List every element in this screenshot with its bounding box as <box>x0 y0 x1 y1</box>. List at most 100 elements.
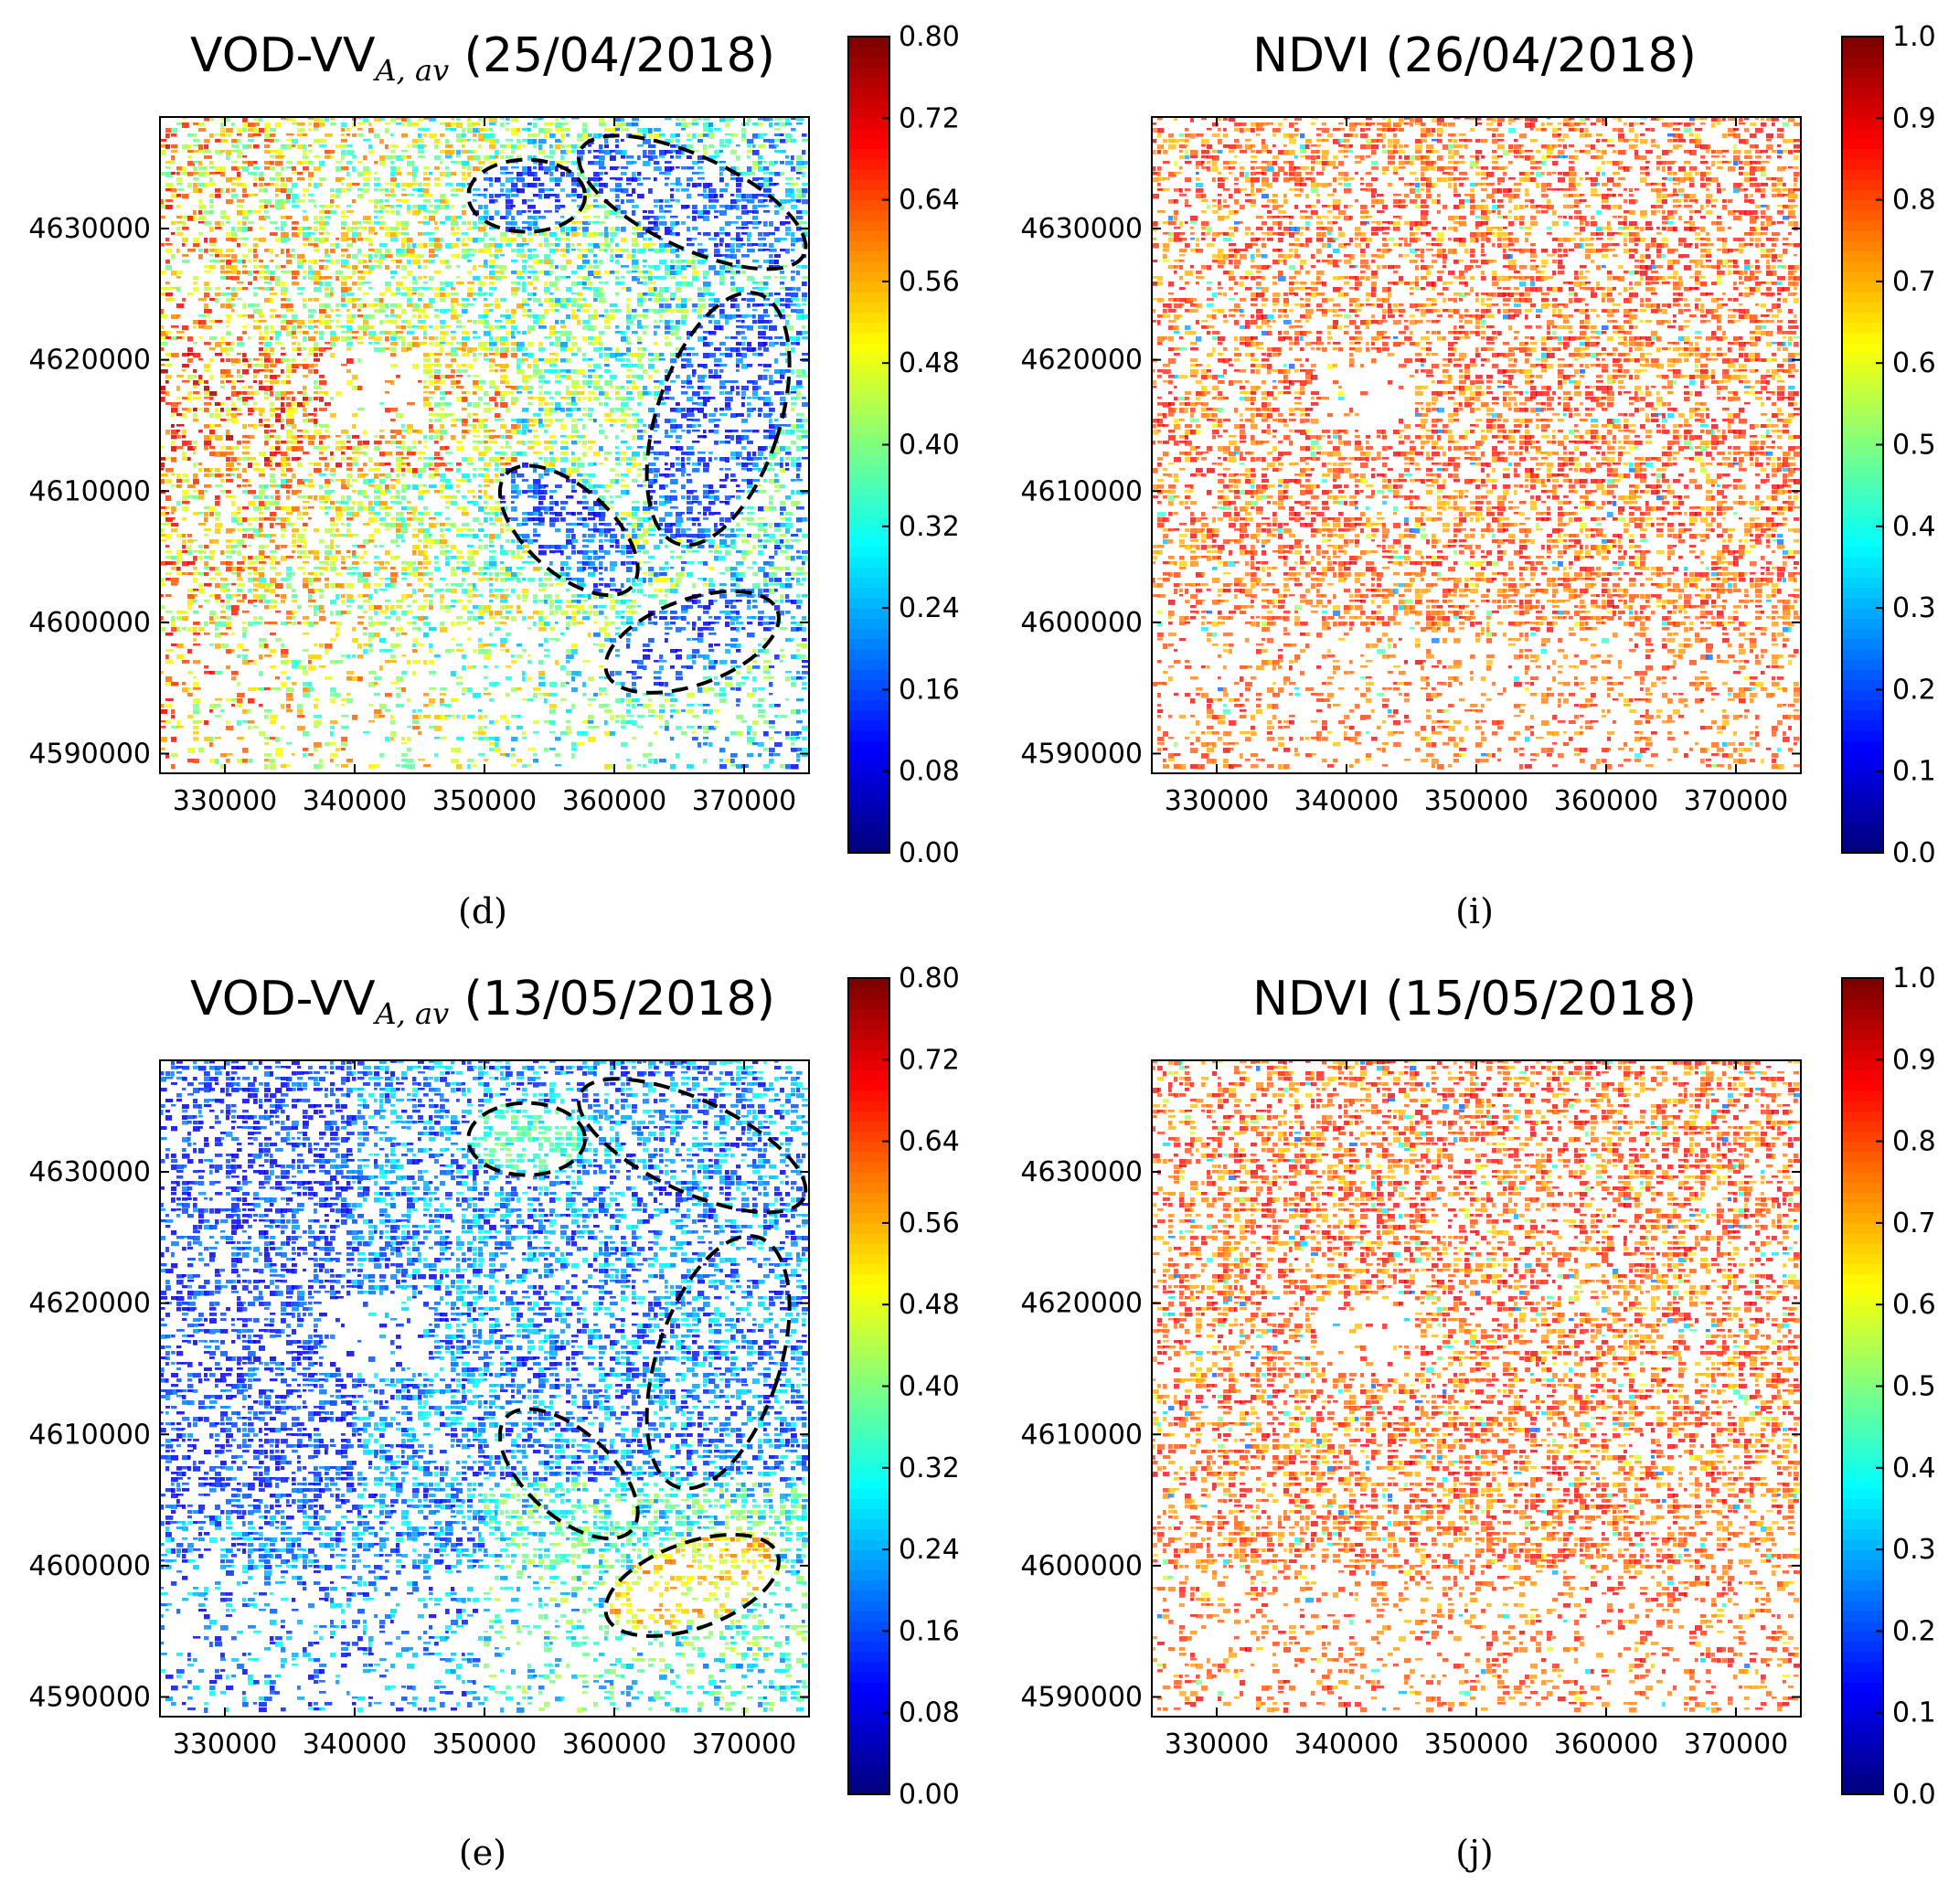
map-pixel <box>292 139 298 144</box>
map-pixel <box>599 150 605 154</box>
map-pixel <box>242 166 249 172</box>
map-pixel <box>697 139 703 143</box>
map-pixel <box>615 166 620 168</box>
map-pixel <box>270 183 274 186</box>
map-pixel <box>593 199 598 202</box>
map-pixel <box>758 161 762 165</box>
map-pixel <box>242 216 249 220</box>
map-pixel <box>352 238 357 243</box>
map-pixel <box>763 133 767 135</box>
map-pixel <box>423 172 428 176</box>
map-pixel <box>286 161 293 164</box>
map-pixel <box>697 210 704 216</box>
map-pixel <box>637 172 641 176</box>
map-pixel <box>357 238 363 241</box>
map-pixel <box>632 161 637 164</box>
map-pixel <box>522 199 527 205</box>
map-pixel <box>368 150 374 154</box>
map-pixel <box>253 177 258 181</box>
map-pixel <box>560 227 565 232</box>
map-pixel <box>264 216 270 219</box>
map-pixel <box>325 238 329 242</box>
map-pixel <box>632 122 638 126</box>
map-pixel <box>473 150 477 153</box>
map-pixel <box>226 216 229 220</box>
map-pixel <box>577 232 580 236</box>
map-pixel <box>209 238 217 243</box>
map-pixel <box>538 139 547 144</box>
map-pixel <box>215 166 220 172</box>
map-pixel <box>796 216 803 219</box>
map-pixel <box>434 139 440 144</box>
map-pixel <box>643 161 650 166</box>
map-pixel <box>379 221 386 226</box>
map-pixel <box>615 144 619 148</box>
map-pixel <box>484 155 489 160</box>
map-pixel <box>484 194 487 198</box>
map-pixel <box>637 155 641 160</box>
map-pixel <box>319 238 325 243</box>
map-pixel <box>445 199 449 205</box>
map-pixel <box>182 221 186 226</box>
map-pixel <box>533 210 541 214</box>
map-pixel <box>681 188 689 192</box>
map-pixel <box>253 238 258 240</box>
map-pixel <box>708 133 715 139</box>
map-pixel <box>292 122 297 124</box>
map-pixel <box>752 144 756 148</box>
map-pixel <box>780 161 784 165</box>
map-pixel <box>297 199 305 203</box>
map-pixel <box>341 166 348 170</box>
map-pixel <box>198 232 203 236</box>
map-pixel <box>264 199 271 205</box>
map-pixel <box>462 128 466 133</box>
map-pixel <box>209 177 213 183</box>
map-pixel <box>248 139 254 142</box>
map-pixel <box>198 144 203 150</box>
map-pixel <box>522 128 527 131</box>
map-pixel <box>725 183 729 186</box>
map-pixel <box>643 232 647 235</box>
map-pixel <box>176 227 180 230</box>
map-pixel <box>604 238 609 242</box>
map-pixel <box>308 150 313 153</box>
map-pixel <box>352 199 356 203</box>
map-pixel <box>270 133 275 137</box>
map-pixel <box>215 227 222 229</box>
map-pixel <box>747 144 751 148</box>
map-pixel <box>253 194 258 197</box>
map-pixel <box>478 144 482 148</box>
map-pixel <box>270 221 277 224</box>
map-pixel <box>314 128 318 131</box>
map-pixel <box>292 199 296 203</box>
map-pixel <box>363 183 369 186</box>
map-pixel <box>401 150 408 152</box>
map-pixel <box>714 216 719 218</box>
map-pixel <box>478 161 484 165</box>
map-pixel <box>248 194 253 197</box>
map-pixel <box>440 238 443 242</box>
map-pixel <box>374 161 378 165</box>
map-pixel <box>670 199 675 201</box>
map-pixel <box>538 188 545 193</box>
map-pixel <box>462 210 466 216</box>
map-pixel <box>264 210 269 213</box>
map-pixel <box>703 128 709 132</box>
map-pixel <box>292 183 297 188</box>
map-pixel <box>538 216 546 219</box>
map-pixel <box>209 205 213 208</box>
map-pixel <box>763 161 767 164</box>
map-pixel <box>418 144 424 149</box>
map-pixel <box>187 144 192 148</box>
map-pixel <box>747 166 751 172</box>
map-pixel <box>418 194 423 197</box>
map-pixel <box>374 205 378 208</box>
map-pixel <box>637 128 643 133</box>
map-pixel <box>632 205 639 208</box>
map-pixel <box>248 144 251 149</box>
map-pixel <box>325 232 330 235</box>
map-pixel <box>725 221 731 226</box>
map-pixel <box>752 216 758 220</box>
map-pixel <box>489 122 495 125</box>
map-pixel <box>758 221 761 224</box>
